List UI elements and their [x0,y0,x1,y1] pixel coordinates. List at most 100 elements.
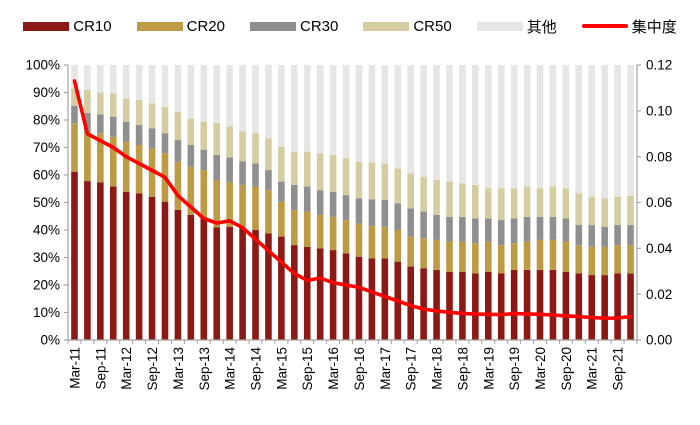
cr10-swatch [23,21,70,31]
bar-segment-Mar-17 [381,258,389,340]
bar-segment-Jun-11 [84,112,91,132]
bar-segment-Mar-11 [71,171,78,340]
bar-segment-Jun-14 [239,161,246,185]
bar-segment-Sep-16 [355,223,363,257]
bar-segment-Mar-21 [588,196,596,226]
bar-segment-Mar-15 [278,236,285,340]
other-swatch [476,21,523,31]
x-tick-label: Mar-19 [481,347,496,390]
legend-item-cr50: CR50 [363,17,452,35]
legend-label-concentration: 集中度 [631,18,677,36]
x-tick-label: Mar-21 [585,347,600,390]
bar-segment-Dec-19 [523,269,531,341]
y-left-tick-label: 60% [33,168,60,183]
bar-segment-Jun-12 [135,193,143,340]
bar-segment-Dec-16 [368,65,376,163]
bar-segment-Mar-14 [226,157,233,183]
bar-segment-Sep-13 [200,170,208,219]
bar-segment-Dec-11 [109,186,117,340]
bar-segment-Mar-19 [484,65,492,189]
bar-segment-Dec-14 [265,170,272,191]
bar-segment-Mar-17 [381,163,389,201]
bar-segment-Jun-14 [239,65,246,132]
bar-segment-Jun-12 [135,99,143,125]
bar-segment-Sep-18 [459,241,466,272]
bar-segment-Dec-20 [575,65,583,194]
bar-segment-Jun-12 [135,65,143,100]
bar-segment-Dec-20 [575,245,583,274]
legend-label-cr50: CR50 [413,17,452,35]
bar-segment-Jun-20 [549,216,557,240]
x-tick-label: Mar-14 [223,347,238,390]
concentration-line [72,79,633,321]
bar-segment-Jun-18 [446,241,453,272]
bar-segment-Dec-13 [213,179,221,228]
bar-segment-Mar-11 [71,88,78,106]
bar-segment-Dec-11 [109,65,117,94]
bar-segment-Jun-19 [497,220,505,246]
bar-segment-Jun-11 [84,131,91,182]
bar-segment-Dec-16 [368,258,376,340]
bar-segment-Mar-15 [278,201,285,237]
bar-segment-Mar-16 [329,250,337,340]
bar-segment-Jun-18 [446,181,453,217]
bar-segment-Mar-11 [71,123,78,172]
bar-segment-Mar-17 [381,226,389,259]
bar-segment-Sep-16 [355,198,363,224]
bar-segment-Sep-12 [148,103,156,129]
bar-segment-Mar-12 [122,121,130,142]
bar-segment-Mar-13 [174,140,182,162]
bar-segment-Jun-21 [601,226,608,247]
bar-segment-Jun-15 [291,151,298,185]
bar-segment-Sep-19 [510,269,518,341]
bar-segment-Jun-13 [187,166,195,215]
y-left-tick-label: 30% [33,250,60,265]
bar-segment-Jun-11 [84,181,91,340]
bar-segment-Sep-16 [355,65,363,162]
bar-segment-Dec-19 [523,65,531,187]
bar-segment-Sep-18 [459,271,466,340]
bar-segment-Sep-15 [303,65,311,152]
bar-segment-Dec-12 [161,106,169,134]
bar-segment-Dec-15 [316,65,324,154]
x-tick-label: Mar-12 [119,347,134,390]
bar-segment-Sep-20 [562,271,570,340]
bar-segment-Sep-14 [252,163,259,187]
bar-segment-Dec-16 [368,162,376,200]
bar-segment-Mar-16 [329,216,337,251]
x-tick-label: Sep-15 [300,347,315,391]
bar-segment-Jun-20 [549,65,557,187]
bar-segment-Sep-16 [355,256,363,340]
bar-segment-Mar-12 [122,98,130,122]
bar-segment-Sep-21 [614,225,621,246]
x-tick-label: Mar-13 [171,347,186,390]
bar-segment-Dec-18 [472,65,479,185]
bar-segment-Mar-16 [329,154,337,192]
bar-segment-Sep-21 [614,245,621,274]
bar-segment-Jun-11 [84,90,91,113]
bar-segment-Dec-13 [213,123,221,155]
legend-label-cr20: CR20 [186,17,225,35]
bar-segment-Dec-19 [523,186,531,217]
bar-segment-Jun-19 [497,188,505,221]
legend-label-cr30: CR30 [299,17,339,35]
bar-segment-Jun-21 [601,198,608,227]
bar-segment-Mar-20 [536,269,544,341]
bar-segment-Mar-21 [588,246,596,276]
x-tick-label: Sep-11 [93,347,108,390]
x-tick-label: Sep-17 [404,347,419,391]
bar-segment-Jun-15 [291,184,298,210]
bar-segment-Jun-11 [84,65,91,91]
bar-segment-Jun-18 [446,216,453,242]
bar-segment-Sep-18 [459,65,466,184]
bar-segment-Sep-19 [510,188,518,219]
bar-segment-Sep-20 [562,218,570,242]
bar-segment-Sep-17 [407,65,414,174]
x-tick-label: Mar-17 [378,347,393,390]
bar-segment-Dec-20 [575,193,583,226]
bar-segment-Sep-13 [200,65,208,122]
bar-segment-Jun-17 [394,65,402,169]
x-tick-label: Sep-21 [611,347,626,391]
bar-segment-Jun-14 [239,228,246,340]
